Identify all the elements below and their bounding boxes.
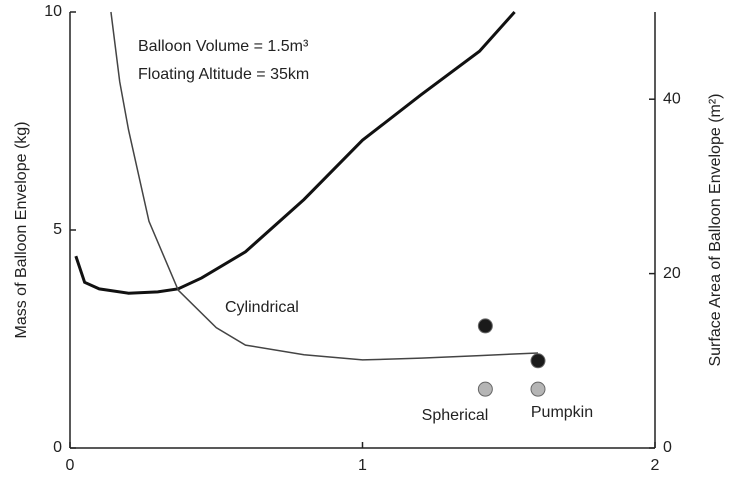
annotation: Cylindrical	[225, 299, 299, 316]
y-tick-label: 0	[53, 439, 62, 456]
curve	[110, 11, 539, 361]
x-tick-label: 2	[651, 457, 660, 474]
x-tick-label: 1	[358, 457, 367, 474]
y2-axis-label: Surface Area of Balloon Envelope (m²)	[707, 93, 724, 366]
y-axis-label: Mass of Balloon Envelope (kg)	[13, 122, 30, 339]
x-tick-label: 0	[66, 457, 75, 474]
y2-tick-label: 20	[663, 265, 681, 282]
point	[477, 318, 493, 334]
point	[530, 353, 546, 369]
annotation: Balloon Volume = 1.5m³	[138, 38, 309, 55]
annotation: Spherical	[422, 407, 489, 424]
point	[530, 381, 546, 397]
curve	[74, 10, 516, 295]
y2-tick-label: 40	[663, 90, 681, 107]
point	[477, 381, 493, 397]
annotation: Pumpkin	[531, 404, 593, 421]
y2-tick-label: 0	[663, 439, 672, 456]
y-tick-label: 10	[44, 3, 62, 20]
y-tick-label: 5	[53, 221, 62, 238]
annotation: Floating Altitude = 35km	[138, 66, 309, 83]
